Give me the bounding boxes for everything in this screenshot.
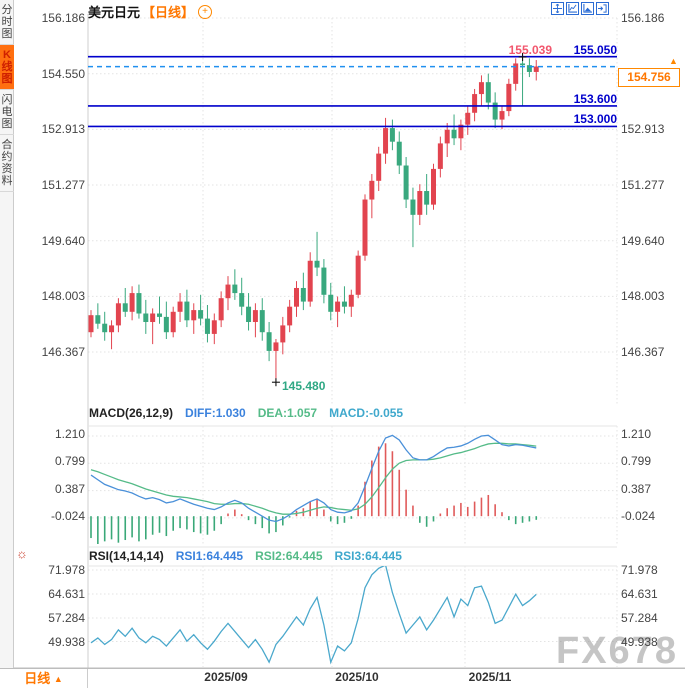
y-axis-right-rsi: 71.978 xyxy=(621,563,658,577)
chart-title-row: 美元日元 【日线】 + xyxy=(88,2,213,21)
y-axis-left-rsi: 71.978 xyxy=(48,563,85,577)
y-axis-left-main: 148.003 xyxy=(41,289,85,304)
y-axis-left-rsi: 57.284 xyxy=(48,611,85,625)
y-axis-right-main: 151.277 xyxy=(621,178,665,192)
instrument-title: 美元日元 xyxy=(88,5,141,20)
resistance-label-153000: 153.000 xyxy=(573,112,617,126)
y-axis-left-main: 151.277 xyxy=(41,178,85,192)
sidebar: 分时图 K线图 闪电图 合约资料 xyxy=(0,0,14,668)
indicator-settings-sun-icon[interactable]: ☼ xyxy=(16,546,28,561)
rsi2-value: RSI2:64.445 xyxy=(255,549,323,563)
y-axis-left-main: 146.367 xyxy=(41,345,85,359)
sidebar-tab-2[interactable]: 闪电图 xyxy=(0,90,14,135)
y-axis-left-main: 152.913 xyxy=(41,122,85,137)
exit-icon[interactable] xyxy=(596,2,609,15)
rsi-header: RSI(14,14,14) RSI1:64.445 RSI2:64.445 RS… xyxy=(89,549,402,563)
y-axis-left-macd: 0.387 xyxy=(54,481,85,496)
x-axis-date-label: 2025/10 xyxy=(335,670,379,684)
y-axis-left-macd: -0.024 xyxy=(50,508,85,523)
macd-dea-value: DEA:1.057 xyxy=(257,406,318,420)
y-axis-right-main: 146.367 xyxy=(621,345,665,359)
current-price-badge: 154.756 xyxy=(618,68,680,87)
chart-toolbar xyxy=(551,2,609,15)
chart-window-icon[interactable] xyxy=(566,2,579,15)
marked-low-label: 145.480 xyxy=(282,379,326,393)
y-axis-left-main: 154.550 xyxy=(41,66,85,81)
y-axis-right-main: 152.913 xyxy=(621,122,665,137)
fx678-watermark: FX678 xyxy=(556,630,678,672)
pan-crosshair-icon[interactable] xyxy=(551,2,564,15)
period-label: 日线 xyxy=(24,671,51,686)
macd-diff-value: DIFF:1.030 xyxy=(185,406,246,420)
y-axis-right-rsi: 49.938 xyxy=(621,634,658,649)
y-axis-right-macd: -0.024 xyxy=(621,508,656,523)
period-tag: 【日线】 xyxy=(142,5,195,20)
y-axis-right-main: 156.186 xyxy=(621,11,665,25)
y-axis-right-rsi: 57.284 xyxy=(621,611,658,625)
period-selector[interactable]: 日线 ▲ xyxy=(0,669,88,688)
rsi1-value: RSI1:64.445 xyxy=(175,549,244,563)
y-axis-left-main: 156.186 xyxy=(41,11,85,25)
y-axis-left-macd: 1.210 xyxy=(54,427,85,441)
bottom-bar: 日线 ▲ xyxy=(0,668,685,688)
y-axis-left-rsi: 49.938 xyxy=(48,634,85,649)
macd-name: MACD(26,12,9) xyxy=(89,406,174,420)
y-axis-right-main: 148.003 xyxy=(621,289,665,304)
x-axis-date-label: 2025/11 xyxy=(468,670,512,684)
sidebar-tab-3[interactable]: 合约资料 xyxy=(0,135,14,192)
y-axis-right-rsi: 64.631 xyxy=(621,587,658,601)
rsi3-value: RSI3:64.445 xyxy=(334,549,402,563)
sidebar-tab-0[interactable]: 分时图 xyxy=(0,0,14,45)
y-axis-right-macd: 0.799 xyxy=(621,454,652,469)
y-axis-right-main: 149.640 xyxy=(621,233,665,248)
resistance-label-153600: 153.600 xyxy=(573,92,617,106)
price-up-arrow-icon: ▲ xyxy=(669,56,678,66)
chart-area-icon[interactable] xyxy=(581,2,594,15)
macd-hist-value: MACD:-0.055 xyxy=(329,406,404,420)
expand-circle-plus-icon[interactable]: + xyxy=(198,4,213,19)
y-axis-left-rsi: 64.631 xyxy=(48,587,85,601)
resistance-label-155050: 155.050 xyxy=(573,43,617,57)
rsi-name: RSI(14,14,14) xyxy=(89,549,164,563)
marked-high-label: 155.039 xyxy=(508,43,552,57)
y-axis-left-macd: 0.799 xyxy=(54,454,85,469)
period-up-arrow-icon: ▲ xyxy=(53,674,63,684)
x-axis-date-label: 2025/09 xyxy=(204,670,248,684)
y-axis-right-macd: 0.387 xyxy=(621,481,652,496)
y-axis-left-main: 149.640 xyxy=(41,233,85,248)
sidebar-tab-1[interactable]: K线图 xyxy=(0,45,14,90)
macd-header: MACD(26,12,9) DIFF:1.030 DEA:1.057 MACD:… xyxy=(89,406,403,420)
y-axis-right-macd: 1.210 xyxy=(621,427,652,441)
